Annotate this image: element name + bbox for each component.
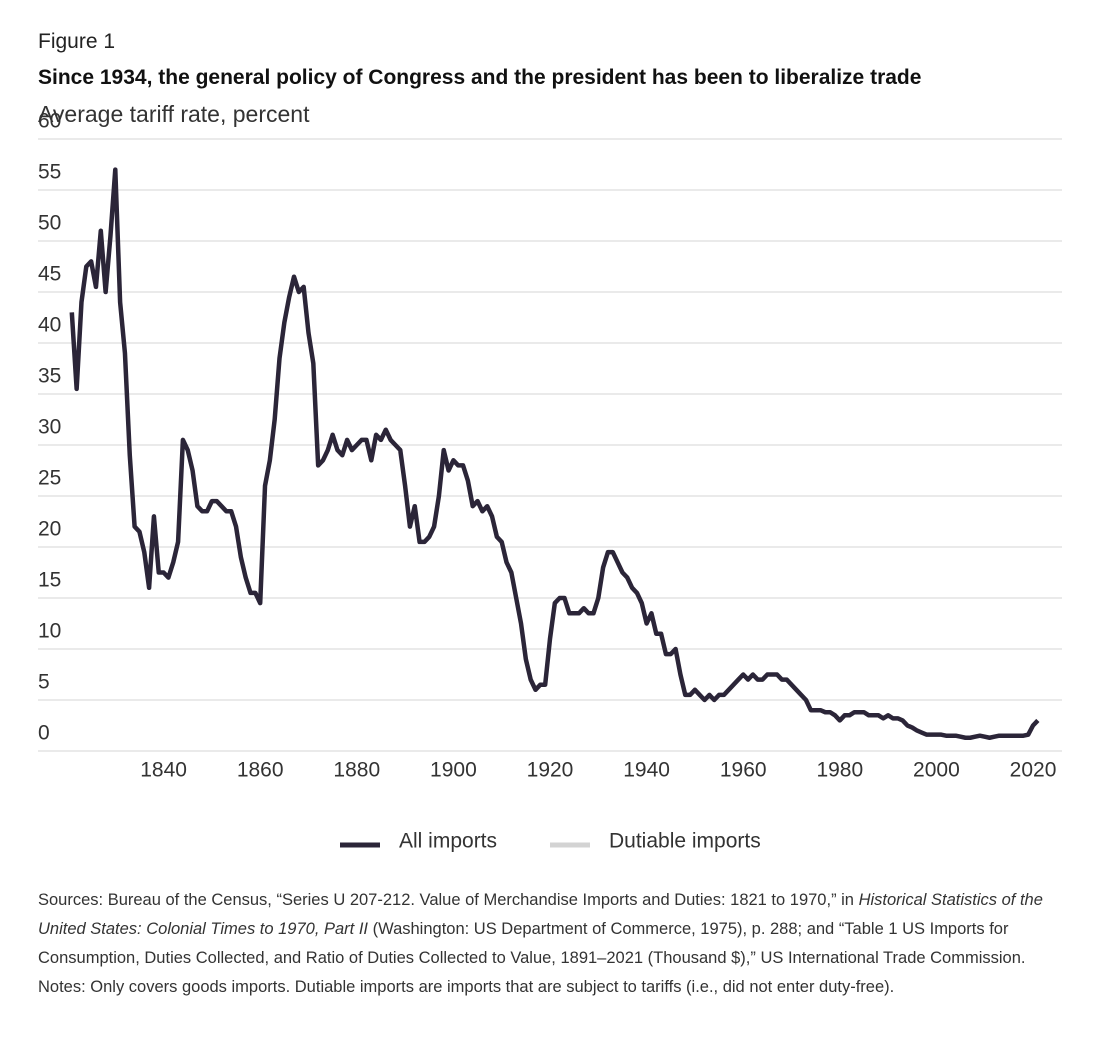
y-tick-label: 15	[38, 569, 61, 592]
y-tick-label: 55	[38, 161, 61, 184]
x-tick-label: 1960	[720, 759, 767, 782]
y-tick-label: 25	[38, 467, 61, 490]
notes: Sources: Bureau of the Census, “Series U…	[38, 886, 1078, 1002]
figure-label: Figure 1	[38, 30, 116, 53]
y-tick-label: 0	[38, 722, 50, 745]
sources-title: Historical Statistics of the United Stat…	[38, 891, 1043, 938]
x-tick-label: 1940	[623, 759, 670, 782]
chart-title: Since 1934, the general policy of Congre…	[38, 66, 922, 89]
x-tick-label: 2020	[1010, 759, 1057, 782]
y-tick-label: 50	[38, 212, 61, 235]
y-tick-label: 60	[38, 110, 61, 133]
x-tick-label: 1840	[140, 759, 187, 782]
x-tick-label: 1900	[430, 759, 477, 782]
x-tick-label: 1980	[816, 759, 863, 782]
chart: 0 5 10 15 20 25 30 35 40 45 50 55 60 1840 1860 1880 1900…	[38, 110, 1062, 853]
legend-label: Dutiable imports	[609, 830, 761, 853]
sources-text: (Washington: US Department of Commerce, …	[38, 920, 1026, 967]
x-tick-label: 1860	[237, 759, 284, 782]
y-tick-label: 20	[38, 518, 61, 541]
y-tick-label: 45	[38, 263, 61, 286]
sources-text: Sources: Bureau of the Census, “Series U…	[38, 891, 859, 909]
x-tick-label: 1880	[333, 759, 380, 782]
series-line	[69, 167, 1040, 740]
note: Notes: Only covers goods imports. Dutiab…	[38, 978, 895, 996]
y-tick-label: 10	[38, 620, 61, 643]
y-tick-label: 30	[38, 416, 61, 439]
legend-label: All imports	[399, 830, 497, 853]
y-axis-label: Average tariff rate, percent	[38, 101, 310, 127]
x-tick-label: 1920	[527, 759, 574, 782]
y-tick-label: 35	[38, 365, 61, 388]
sources: Sources: Bureau of the Census, “Series U…	[38, 886, 1078, 973]
y-tick-label: 5	[38, 671, 50, 694]
y-tick-label: 40	[38, 314, 61, 337]
x-tick-label: 2000	[913, 759, 960, 782]
